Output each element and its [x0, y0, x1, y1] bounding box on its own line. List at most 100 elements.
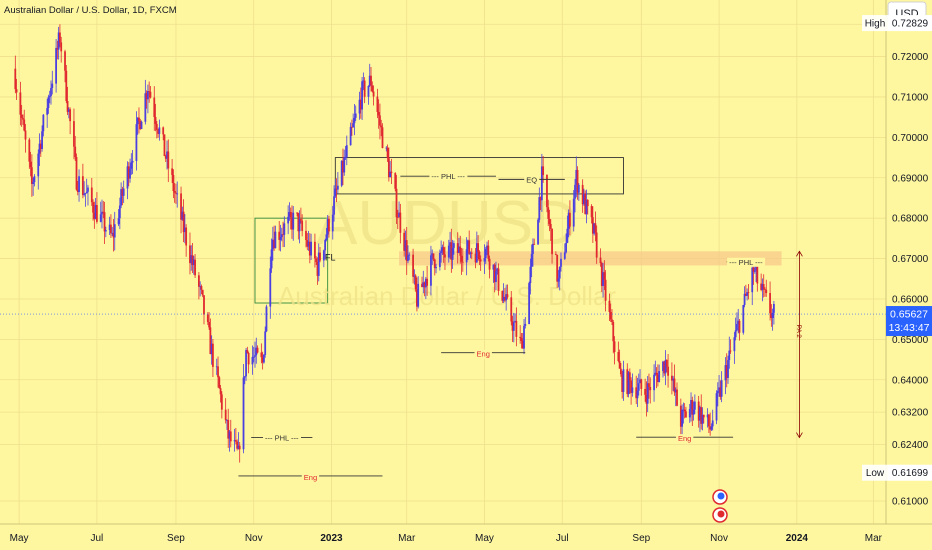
candle-body	[502, 296, 505, 301]
time-axis-bg	[0, 524, 932, 550]
level-label-bg	[263, 433, 301, 443]
candle-body	[243, 376, 246, 378]
candle-body	[441, 247, 444, 252]
candle-body	[14, 68, 17, 90]
price-tick-label: 0.66000	[892, 294, 929, 305]
candle-body	[673, 378, 676, 393]
range-arrow-head-top	[796, 250, 803, 257]
candle-body	[530, 253, 533, 267]
candle-body	[138, 117, 140, 121]
candle-body	[765, 289, 768, 293]
candle-body	[42, 114, 45, 132]
candle-body	[167, 151, 170, 169]
time-axis[interactable]: May Jul Sep Nov 2023 Mar May Jul Sep Nov 2024 Mar	[0, 523, 932, 550]
candle-body	[688, 408, 691, 418]
candle-body	[175, 192, 177, 194]
candle-body	[84, 193, 87, 194]
price-tick-label: 0.68000	[892, 214, 929, 225]
candle-body	[690, 399, 692, 409]
candle-body	[334, 188, 337, 197]
candle-body	[524, 323, 527, 326]
candle-body	[435, 267, 437, 269]
candle-body	[95, 205, 98, 222]
candle-body	[387, 158, 390, 178]
candle-body	[380, 125, 383, 128]
candle-body	[33, 176, 36, 183]
level-label: Eng	[304, 473, 317, 482]
candle-body	[233, 440, 236, 442]
candle-body	[676, 389, 678, 406]
candle-body	[282, 234, 284, 236]
candle-body	[569, 212, 571, 227]
candle-body	[331, 214, 334, 232]
candle-body	[682, 409, 685, 411]
events-icon[interactable]	[712, 489, 728, 505]
candle-body	[620, 368, 622, 375]
candle-body	[617, 352, 620, 362]
candle-body	[664, 359, 667, 374]
candle-body	[612, 322, 615, 342]
candle-body	[514, 320, 516, 323]
level-label-bg	[727, 257, 766, 267]
candle-body	[212, 343, 214, 367]
candle-body	[65, 70, 68, 101]
candle-body	[108, 224, 111, 231]
candle-body	[574, 184, 576, 199]
candle-body	[51, 83, 54, 88]
price-axis[interactable]: 0.61000 0.62400 0.63200 0.64000 0.65000 0.660…	[862, 0, 932, 524]
candle-body	[209, 327, 212, 355]
candle-body	[475, 243, 478, 263]
candle-body	[594, 223, 597, 233]
candle-body	[450, 242, 453, 260]
candle-body	[737, 320, 740, 324]
dividends-icon[interactable]	[712, 507, 728, 523]
candle-body	[217, 366, 219, 378]
candle-body	[542, 166, 545, 176]
time-tick-label: Nov	[245, 533, 263, 544]
candle-body	[56, 47, 59, 50]
candle-body	[220, 394, 223, 410]
candle-body	[367, 85, 370, 97]
candle-body	[224, 409, 227, 421]
candle-body	[764, 289, 766, 290]
candle-body	[359, 99, 362, 110]
level-label-bg	[429, 172, 468, 182]
candle-body	[487, 245, 490, 259]
candle-body	[260, 352, 263, 358]
candle-body	[701, 414, 704, 424]
candle-body	[194, 259, 196, 276]
candle-body	[493, 264, 496, 283]
candle-body	[197, 275, 200, 287]
candle-body	[265, 306, 268, 332]
time-tick-label: Jul	[556, 533, 569, 544]
candle-body	[333, 196, 335, 215]
candle-body	[540, 166, 543, 201]
candle-body	[301, 220, 304, 231]
candle-body	[608, 300, 611, 312]
candle-body	[291, 217, 293, 230]
candle-body	[182, 211, 185, 233]
candle-body	[50, 87, 52, 96]
candle-body	[693, 401, 696, 410]
candle-body	[599, 257, 602, 264]
candle-body	[459, 246, 462, 256]
candle-body	[567, 212, 570, 229]
candle-body	[547, 207, 550, 219]
candle-body	[603, 272, 606, 280]
candle-body	[649, 386, 652, 391]
candle-body	[69, 109, 72, 122]
candle-body	[537, 219, 539, 245]
candle-body	[314, 241, 316, 259]
candle-body	[560, 258, 562, 267]
candle-body	[252, 356, 255, 358]
candle-body	[470, 252, 473, 254]
candle-body	[523, 325, 525, 349]
candle-body	[363, 80, 366, 97]
candle-body	[640, 379, 643, 389]
candle-body	[305, 230, 307, 241]
candle-body	[506, 294, 509, 298]
price-tick-label: 0.64000	[892, 375, 929, 386]
candle-body	[271, 239, 274, 250]
candle-body	[533, 243, 536, 245]
